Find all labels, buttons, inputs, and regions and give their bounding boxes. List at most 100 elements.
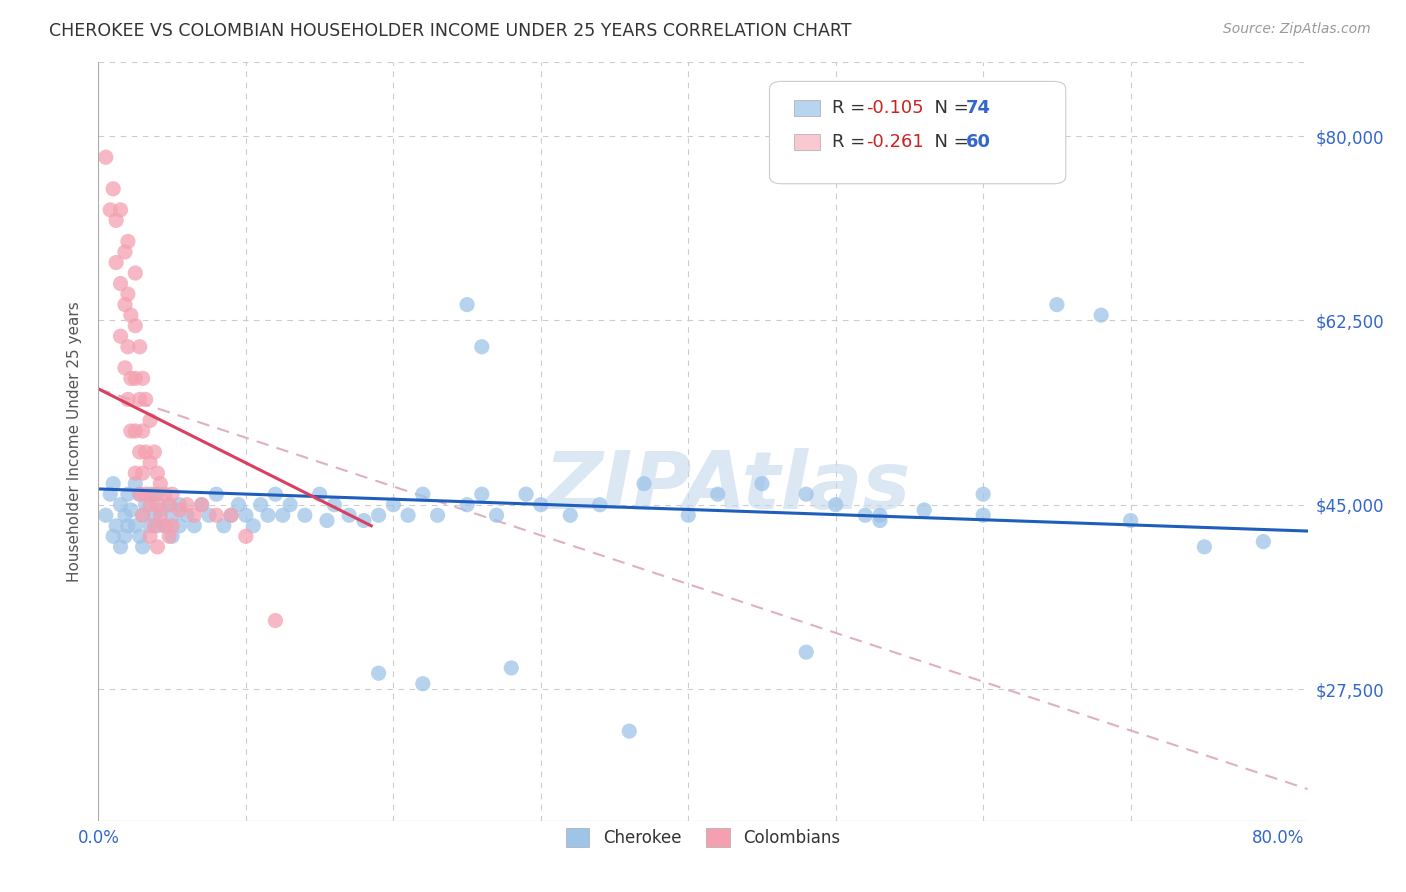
Point	[869, 514, 891, 528]
Point	[135, 487, 157, 501]
Point	[471, 487, 494, 501]
Point	[139, 498, 162, 512]
Point	[105, 518, 128, 533]
Point	[456, 298, 478, 312]
Point	[143, 445, 166, 459]
Point	[294, 508, 316, 523]
Point	[869, 508, 891, 523]
Text: 60: 60	[966, 133, 990, 151]
Point	[308, 487, 330, 501]
Point	[101, 476, 124, 491]
Point	[117, 487, 139, 501]
Point	[183, 518, 205, 533]
Point	[143, 508, 166, 523]
Point	[117, 518, 139, 533]
Point	[124, 518, 146, 533]
FancyBboxPatch shape	[769, 81, 1066, 184]
Point	[249, 498, 271, 512]
Point	[124, 318, 146, 333]
Point	[205, 487, 228, 501]
Point	[114, 244, 136, 259]
Point	[530, 498, 553, 512]
Point	[412, 487, 434, 501]
Point	[110, 277, 132, 291]
Point	[190, 498, 212, 512]
Point	[153, 518, 176, 533]
Point	[198, 508, 221, 523]
Point	[139, 518, 162, 533]
Point	[146, 540, 169, 554]
Point	[120, 308, 142, 322]
Point	[124, 466, 146, 480]
Point	[124, 266, 146, 280]
Point	[972, 487, 994, 501]
Point	[323, 498, 346, 512]
Point	[124, 424, 146, 438]
Point	[264, 614, 287, 628]
Point	[117, 235, 139, 249]
Point	[169, 518, 191, 533]
Point	[146, 498, 169, 512]
Point	[146, 487, 169, 501]
Point	[337, 508, 360, 523]
Point	[560, 508, 582, 523]
Point	[124, 476, 146, 491]
FancyBboxPatch shape	[793, 134, 820, 151]
Point	[153, 518, 176, 533]
Point	[117, 392, 139, 407]
Point	[131, 371, 153, 385]
Point	[128, 529, 150, 543]
Point	[515, 487, 537, 501]
Point	[128, 445, 150, 459]
Point	[706, 487, 728, 501]
Point	[1119, 514, 1142, 528]
Point	[131, 424, 153, 438]
Point	[160, 518, 183, 533]
Point	[160, 487, 183, 501]
Point	[94, 150, 117, 164]
FancyBboxPatch shape	[793, 100, 820, 116]
Point	[471, 340, 494, 354]
Text: 74: 74	[966, 99, 990, 117]
Point	[367, 666, 389, 681]
Point	[169, 498, 191, 512]
Text: N =: N =	[924, 99, 974, 117]
Point	[139, 413, 162, 427]
Point	[396, 508, 419, 523]
Point	[485, 508, 508, 523]
Point	[589, 498, 612, 512]
Point	[501, 661, 523, 675]
Point	[98, 487, 121, 501]
Point	[131, 466, 153, 480]
Point	[101, 182, 124, 196]
Point	[794, 645, 817, 659]
Text: R =: R =	[832, 99, 872, 117]
Point	[117, 340, 139, 354]
Point	[146, 518, 169, 533]
Point	[128, 487, 150, 501]
Point	[1253, 534, 1275, 549]
Point	[160, 508, 183, 523]
Text: R =: R =	[832, 133, 872, 151]
Point	[235, 508, 257, 523]
Point	[153, 487, 176, 501]
Point	[105, 213, 128, 227]
Text: ZIPAtlas: ZIPAtlas	[544, 448, 910, 526]
Point	[124, 371, 146, 385]
Point	[271, 508, 294, 523]
Point	[120, 424, 142, 438]
Point	[242, 518, 264, 533]
Point	[190, 498, 212, 512]
Point	[98, 202, 121, 217]
Point	[160, 529, 183, 543]
Point	[456, 498, 478, 512]
Point	[146, 466, 169, 480]
Point	[117, 287, 139, 301]
Text: Source: ZipAtlas.com: Source: ZipAtlas.com	[1223, 22, 1371, 37]
Point	[169, 503, 191, 517]
Point	[114, 508, 136, 523]
Point	[135, 498, 157, 512]
Point	[382, 498, 405, 512]
Point	[157, 498, 180, 512]
Point	[157, 529, 180, 543]
